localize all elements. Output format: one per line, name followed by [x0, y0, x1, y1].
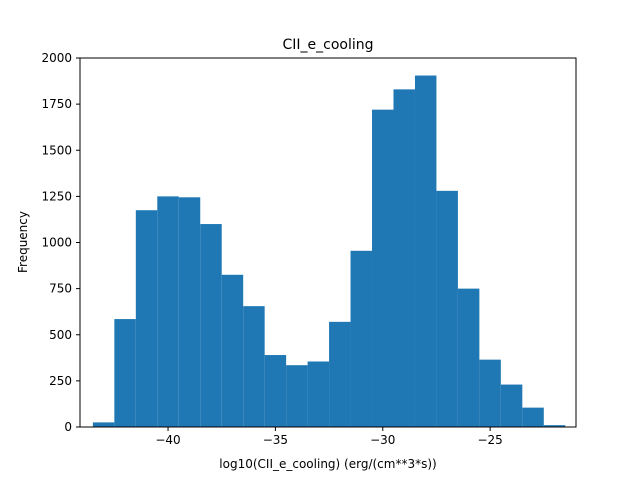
histogram-bar: [522, 407, 544, 427]
histogram-bar: [500, 384, 523, 427]
y-tick-label: 750: [49, 282, 72, 296]
x-axis-label: log10(CII_e_cooling) (erg/(cm**3*s)): [219, 457, 436, 471]
y-axis-ticks: 0 250 500 750 1000 1250 1500 1750 2000: [41, 51, 80, 434]
histogram-bar: [243, 306, 265, 427]
x-tick-label: −40: [155, 433, 180, 447]
histogram-bar: [436, 190, 458, 427]
y-tick-label: 1750: [41, 97, 72, 111]
x-axis-ticks: −40 −35 −30 −25: [155, 427, 503, 447]
y-tick-label: 1250: [41, 189, 72, 203]
histogram-bar: [307, 361, 330, 427]
histogram-bar: [157, 196, 179, 427]
y-tick-label: 1500: [41, 143, 72, 157]
y-axis-label: Frequency: [16, 211, 30, 273]
histogram-bar: [221, 274, 244, 427]
y-tick-label: 250: [49, 374, 72, 388]
histogram-bar: [286, 365, 308, 427]
x-tick-label: −35: [263, 433, 288, 447]
x-tick-label: −25: [477, 433, 502, 447]
chart-title: CII_e_cooling: [282, 37, 373, 53]
histogram-bar: [372, 109, 394, 427]
histogram-bar: [414, 75, 437, 427]
histogram-bar: [479, 359, 501, 427]
histogram-bars: [92, 75, 566, 428]
histogram-bar: [329, 321, 351, 427]
histogram-bar: [543, 425, 566, 427]
histogram-bar: [264, 355, 287, 427]
histogram-bar: [178, 197, 201, 427]
y-tick-label: 0: [64, 420, 72, 434]
histogram-bar: [92, 422, 115, 427]
histogram-bar: [393, 89, 415, 428]
x-tick-label: −30: [370, 433, 395, 447]
histogram-bar: [350, 250, 373, 427]
histogram-bar: [457, 288, 480, 427]
histogram-bar: [114, 319, 136, 427]
y-tick-label: 500: [49, 328, 72, 342]
histogram-bar: [200, 224, 222, 427]
histogram-bar: [135, 210, 158, 427]
y-tick-label: 2000: [41, 51, 72, 65]
y-tick-label: 1000: [41, 236, 72, 250]
